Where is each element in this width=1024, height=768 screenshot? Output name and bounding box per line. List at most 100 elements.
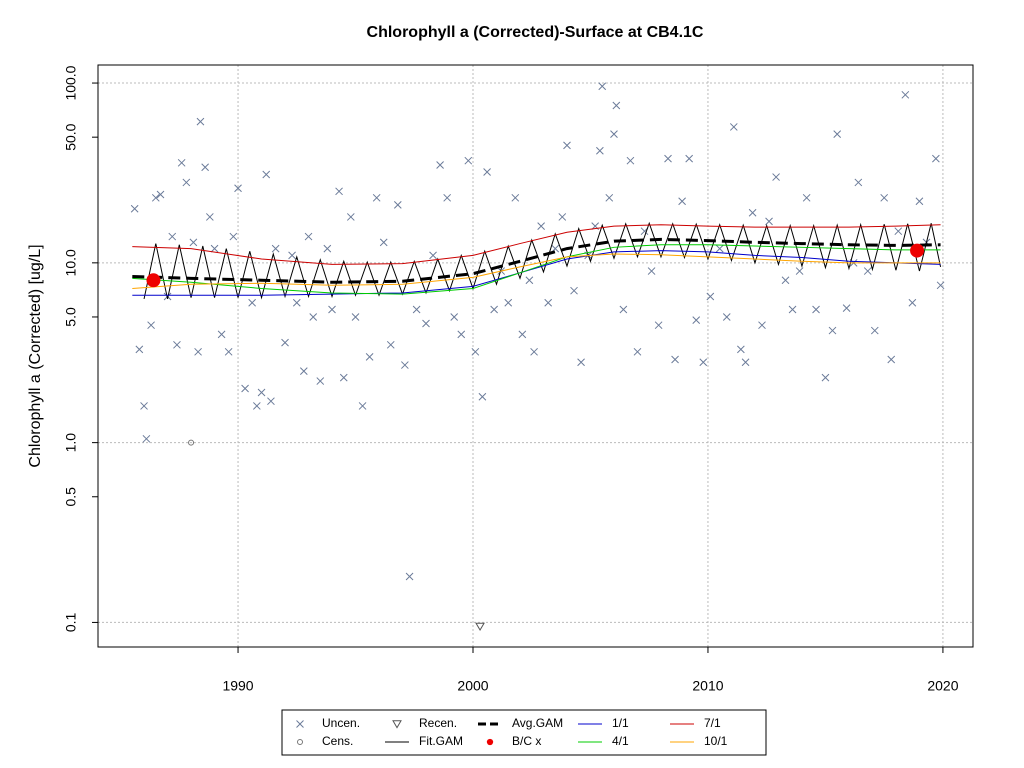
point	[182, 178, 191, 187]
point	[598, 82, 607, 91]
point	[271, 244, 280, 253]
legend-label: Cens.	[322, 734, 353, 748]
point	[664, 154, 672, 163]
y-tick-label: 5.0	[63, 307, 79, 327]
point	[339, 373, 348, 382]
point	[241, 384, 249, 393]
legend-label: 7/1	[704, 716, 721, 730]
point	[765, 217, 773, 226]
point	[685, 154, 694, 163]
point	[596, 146, 604, 155]
axes: 1990 2000 2010 2020 0.1 0.5 1.0 5.0 10.0 50.0 100.…	[63, 65, 959, 693]
point	[234, 184, 242, 193]
y-tick-label: 0.1	[63, 612, 79, 632]
point	[401, 361, 409, 369]
point	[901, 90, 910, 99]
x-tick-label: 2000	[457, 678, 488, 694]
point	[205, 213, 214, 221]
point	[323, 244, 332, 253]
y-tick-label: 10.0	[63, 249, 79, 276]
legend-swatch	[296, 720, 304, 728]
point	[781, 276, 790, 285]
point	[210, 244, 219, 253]
point	[842, 304, 851, 312]
point	[267, 397, 275, 406]
avg-line	[132, 237, 941, 284]
legend-label: Recen.	[419, 716, 457, 730]
point	[457, 330, 466, 339]
point	[525, 276, 534, 285]
point	[130, 204, 139, 213]
point	[248, 298, 256, 307]
chart-title: Chlorophyll a (Corrected)-Surface at CB4…	[367, 24, 704, 41]
point	[692, 316, 701, 325]
point	[795, 267, 804, 275]
point	[610, 130, 618, 138]
point	[699, 358, 708, 367]
point	[863, 267, 872, 275]
point	[633, 347, 642, 356]
point	[854, 178, 863, 187]
legend-label: B/C x	[512, 734, 541, 748]
legend-swatch	[297, 739, 303, 745]
point	[880, 193, 889, 202]
point	[196, 117, 205, 126]
point	[915, 197, 924, 206]
point	[932, 154, 940, 163]
point	[140, 402, 148, 410]
point	[741, 358, 750, 367]
point	[570, 286, 578, 295]
point	[812, 305, 820, 314]
legend-label: Uncen.	[322, 716, 360, 730]
point	[772, 173, 780, 181]
point	[177, 158, 186, 167]
point	[189, 238, 198, 247]
point	[471, 347, 480, 356]
legend-label: Fit.GAM	[419, 734, 463, 748]
series-line	[143, 221, 942, 300]
point	[257, 388, 266, 397]
y-tick-label: 1.0	[63, 433, 79, 453]
y-tick-label: 50.0	[63, 123, 79, 150]
legend-swatch	[486, 738, 494, 746]
point	[173, 340, 181, 349]
point	[443, 193, 452, 202]
point	[537, 222, 545, 230]
point	[612, 101, 621, 110]
point	[156, 190, 165, 199]
point	[490, 305, 499, 314]
point	[544, 298, 553, 307]
point	[671, 355, 679, 364]
legend-label: 1/1	[612, 716, 629, 730]
point	[908, 298, 917, 307]
point	[870, 326, 879, 335]
point	[188, 439, 195, 446]
y-tick-label: 0.5	[63, 487, 79, 507]
point	[229, 232, 238, 241]
point	[563, 141, 571, 150]
point	[729, 123, 738, 131]
point	[504, 298, 513, 307]
legend-label: 4/1	[612, 734, 629, 748]
point	[558, 213, 567, 221]
point	[483, 168, 491, 176]
x-tick-label: 2010	[692, 678, 723, 694]
point	[379, 238, 388, 247]
point	[936, 281, 945, 290]
point	[146, 273, 161, 288]
legend-label: 10/1	[704, 734, 728, 748]
point	[821, 373, 830, 382]
point	[910, 243, 925, 258]
point	[393, 201, 402, 209]
point	[464, 156, 473, 165]
y-tick-label: 100.0	[63, 65, 79, 100]
x-tick-label: 1990	[222, 678, 253, 694]
plot-frame	[97, 64, 974, 648]
point	[405, 572, 414, 581]
series-line	[132, 253, 941, 289]
point	[619, 305, 628, 314]
point	[163, 292, 172, 301]
point	[530, 347, 538, 356]
